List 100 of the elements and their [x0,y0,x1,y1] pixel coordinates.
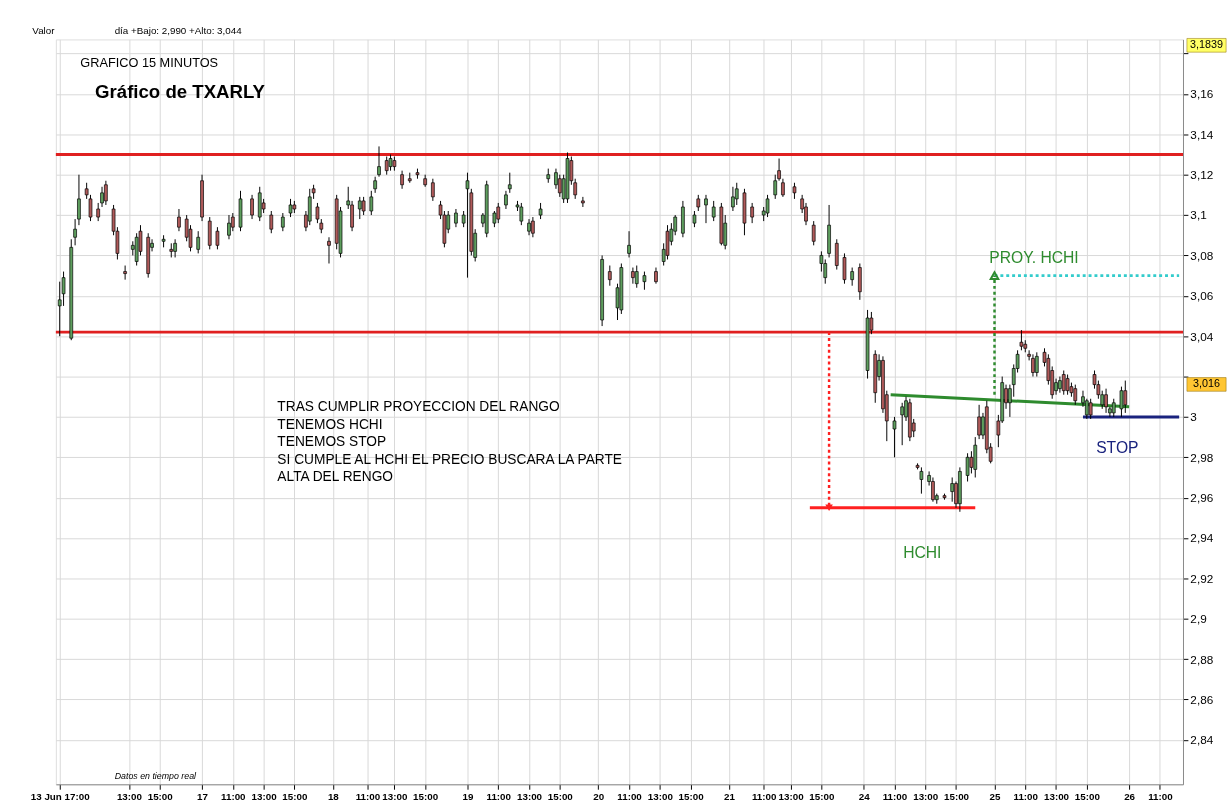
candlestick [1104,388,1108,414]
y-tick-label: 3,06 [1190,289,1214,303]
y-tick-label: 2,96 [1190,491,1214,505]
candlestick [431,178,435,202]
x-tick-label: 25 [989,790,1001,802]
candlestick [357,196,362,220]
y-tick-label: 2,98 [1190,450,1214,464]
x-tick-label: 11:00 [486,790,512,802]
candlestick [704,194,708,224]
x-tick-label: 15:00 [943,790,970,802]
candlestick [369,190,374,216]
candlestick [850,267,854,287]
candlestick [384,156,389,176]
text: Gráfico de TXARLY [95,81,266,103]
x-tick-label: 13:00 [778,790,805,802]
annotation: PROY. HCHI [989,248,1079,266]
candlestick [173,238,177,258]
candlestick [1123,380,1128,414]
y-tick-label: 2,84 [1190,733,1214,747]
x-tick-label: 15:00 [282,790,308,802]
annotation: Datos en tiempo real [114,771,198,782]
x-tick-label: 15:00 [547,790,574,802]
text: 3,016 [1193,377,1220,390]
x-tick-label: 26 [1124,790,1136,802]
x-tick-label: 11:00 [355,790,381,802]
candlestick [634,265,639,289]
candlestick [892,416,897,458]
candlestick [834,238,839,271]
candlestick [281,212,285,232]
candlestick [965,452,970,482]
y-tick-label: 2,94 [1190,531,1214,545]
x-tick-label: 13:00 [516,790,543,802]
x-tick-label: 24 [858,790,871,802]
x-tick-label: 15:00 [678,790,705,802]
y-tick-label: 3,14 [1190,127,1214,141]
candlestick [1073,384,1078,406]
candlestick [177,208,181,232]
candlestick [361,196,366,216]
y-tick-label: 2,88 [1190,652,1214,666]
y-tick-label: 2,92 [1190,571,1214,585]
x-tick-label: 21 [724,790,736,802]
y-tick-label: 3,08 [1190,248,1214,262]
x-tick-label: 15:00 [1074,790,1101,802]
candlestick [1031,353,1035,378]
candlestick [531,216,535,238]
x-tick-label: 13:00 [382,790,408,802]
x-tick-label: 11:00 [1148,790,1174,802]
annotation: STOP [1096,439,1139,457]
x-tick-label: 19 [462,790,474,802]
text: GRAFICO 15 MINUTOS [80,54,219,70]
candlestick [842,252,847,285]
x-tick-label: 11:00 [751,790,777,802]
candlestick [454,208,458,228]
candlestick [781,178,785,198]
y-tick-label: 2,9 [1190,612,1207,626]
x-tick-label: 11:00 [617,790,643,802]
candlestick [104,180,108,206]
y-tick-label: 3,16 [1190,87,1214,101]
candlestick [642,271,647,291]
candlestick [731,186,735,212]
candlestick [977,404,981,440]
candlestick [950,476,954,503]
candlestick [196,230,201,254]
candlestick [504,190,508,210]
text: Valor [32,24,56,36]
candlestick [215,226,220,250]
candlestick [750,202,754,224]
y-tick-label: 3,04 [1190,329,1214,343]
annotation: HCHI [903,543,942,561]
y-tick-label: 3,12 [1190,168,1214,182]
candlestick [711,200,716,222]
candlestick [250,194,254,220]
x-tick-label: 13:00 [1044,790,1070,802]
x-tick-label: 13:00 [116,790,143,802]
x-tick-label: 13 Jun 17:00 [30,790,91,802]
candlestick [327,236,331,264]
candlestick [1088,398,1093,420]
candlestick [900,402,904,446]
candlestick [631,267,635,285]
text: día +Bajo: 2,990 +Alto: 3,044 [114,24,243,36]
x-tick-label: 11:00 [882,790,908,802]
candlestick [227,214,231,240]
annotation: TRAS CUMPLIR PROYECCION DEL RANGO TENEMOS HCHI TENEMOS STOP SI CUMPLE AL HCHI EL PRECIO BUSCARA LA PARTE ALTA DEL RENGO [277,398,622,485]
x-tick-label: 18 [327,790,340,802]
y-tick-label: 3,1 [1190,208,1207,222]
x-tick-label: 11:00 [221,790,247,802]
candlestick [377,145,381,178]
candlestick [811,220,816,246]
y-tick-label: 2,86 [1190,692,1214,706]
candlestick [123,265,127,281]
candlestick [400,170,404,190]
x-tick-label: 17 [197,790,209,802]
candlestick [581,196,585,208]
candlestick [1034,351,1039,378]
x-tick-label: 13:00 [913,790,939,802]
candlestick [765,194,770,218]
x-tick-label: 13:00 [647,790,674,802]
y-tick-label: 3 [1190,410,1198,424]
candlestick [627,230,631,258]
x-tick-label: 13:00 [251,790,278,802]
